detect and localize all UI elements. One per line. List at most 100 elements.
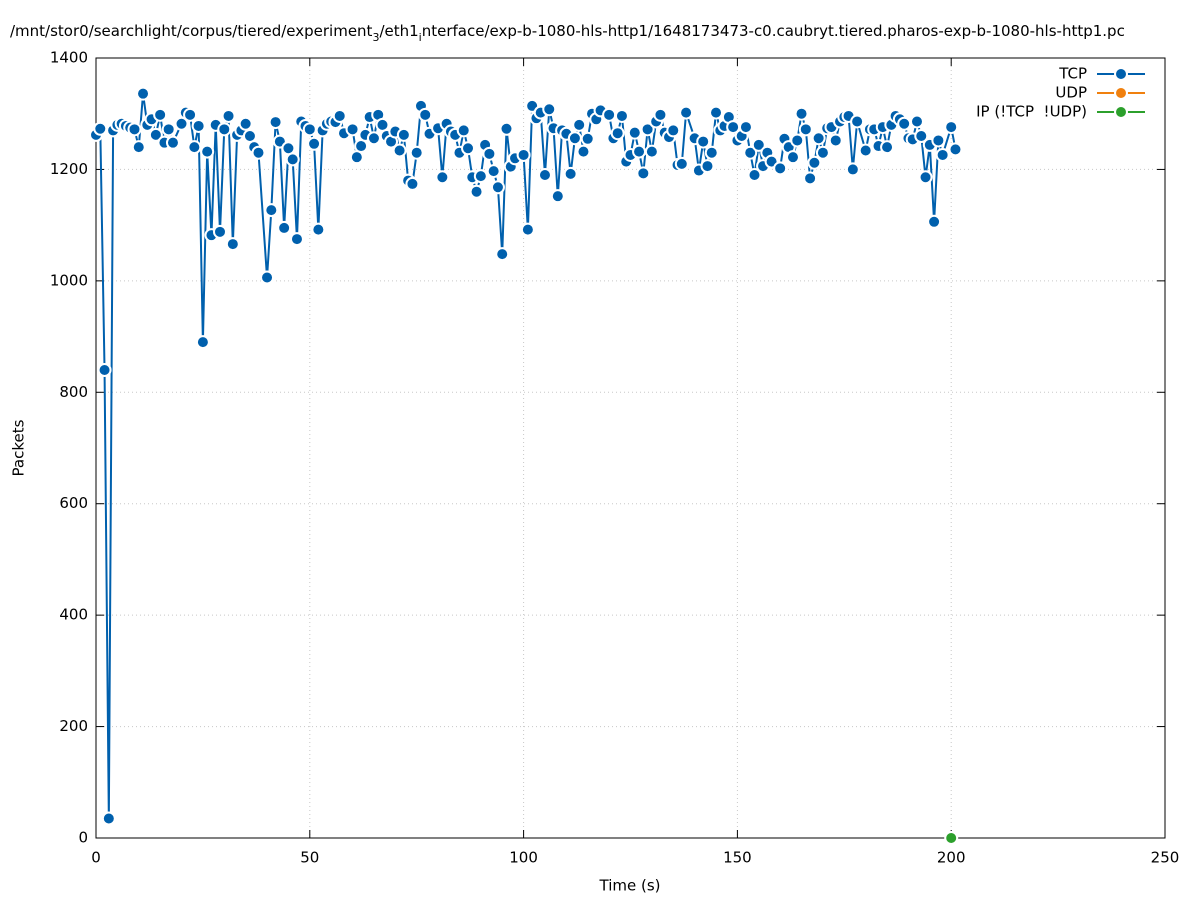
point [602, 107, 617, 122]
point [845, 162, 860, 177]
y-tick-label: 600 [59, 494, 88, 512]
point [148, 127, 163, 142]
point [640, 122, 655, 137]
point [482, 146, 497, 161]
x-tick-label: 100 [509, 849, 538, 867]
point [469, 184, 484, 199]
point [704, 145, 719, 160]
point [345, 122, 360, 137]
title-segment: 3 [372, 31, 379, 44]
point [221, 108, 236, 123]
point [542, 102, 557, 117]
legend-label: TCP [1058, 65, 1087, 83]
point [674, 156, 689, 171]
point [195, 335, 210, 350]
point [563, 166, 578, 181]
x-tick-label: 150 [723, 849, 752, 867]
point [580, 131, 595, 146]
point [653, 107, 668, 122]
point [798, 122, 813, 137]
point [405, 176, 420, 191]
point [948, 142, 963, 157]
point [666, 123, 681, 138]
point [790, 133, 805, 148]
title-segment: /eth1 [379, 22, 418, 40]
point [136, 86, 151, 101]
point [187, 140, 202, 155]
point [944, 120, 959, 135]
title-segment: /mnt/stor0/searchlight/corpus/tiered/exp… [10, 22, 373, 40]
point [396, 127, 411, 142]
y-tick-label: 1400 [50, 49, 88, 67]
point [811, 131, 826, 146]
y-tick-label: 200 [59, 717, 88, 735]
point [473, 169, 488, 184]
point [785, 150, 800, 165]
point [700, 159, 715, 174]
point [679, 105, 694, 120]
point [490, 180, 505, 195]
point [850, 114, 865, 129]
point [456, 123, 471, 138]
point [225, 237, 240, 252]
point [747, 168, 762, 182]
y-tick-label: 400 [59, 606, 88, 624]
x-tick-label: 200 [937, 849, 966, 867]
point [828, 133, 843, 148]
point [738, 120, 753, 135]
point [251, 145, 266, 160]
point [131, 140, 146, 155]
point [200, 144, 215, 159]
point [610, 126, 625, 141]
point [332, 108, 347, 123]
title-segment: nterface/exp-b-1080-hls-http1/1648173473… [422, 22, 1125, 40]
point [550, 189, 565, 204]
point [696, 134, 711, 149]
point [935, 147, 950, 162]
y-axis-label: Packets [10, 419, 28, 476]
point [815, 145, 830, 160]
point [499, 121, 514, 136]
point [277, 220, 292, 235]
point [165, 135, 180, 150]
point [537, 168, 552, 182]
point [803, 171, 818, 186]
point [773, 161, 788, 176]
point [285, 152, 300, 167]
point [268, 115, 283, 130]
y-tick-label: 1200 [50, 160, 88, 178]
point [418, 107, 433, 122]
point [97, 363, 112, 377]
point [627, 125, 642, 140]
x-tick-label: 250 [1151, 849, 1180, 867]
point [127, 122, 142, 137]
legend-label: IP (!TCP !UDP) [976, 103, 1087, 121]
point [264, 203, 279, 218]
point [614, 108, 629, 123]
point [153, 107, 168, 122]
legend-label: UDP [1055, 84, 1087, 102]
series-line [95, 93, 957, 819]
point [516, 147, 531, 162]
point [743, 145, 758, 160]
point [213, 224, 228, 239]
point [409, 145, 424, 160]
point [572, 117, 587, 132]
point [101, 811, 116, 826]
y-tick-label: 800 [59, 383, 88, 401]
y-tick-label: 0 [78, 829, 88, 847]
x-tick-label: 50 [300, 849, 319, 867]
point [289, 232, 304, 247]
point [495, 247, 510, 262]
chart-title: /mnt/stor0/searchlight/corpus/tiered/exp… [10, 22, 1125, 44]
point [858, 143, 873, 158]
point [751, 137, 766, 152]
title-segment: i [419, 31, 422, 44]
point [632, 144, 647, 159]
point [161, 122, 176, 137]
point [238, 116, 253, 131]
x-axis-label: Time (s) [599, 877, 661, 895]
point [435, 170, 450, 185]
point [217, 122, 232, 137]
